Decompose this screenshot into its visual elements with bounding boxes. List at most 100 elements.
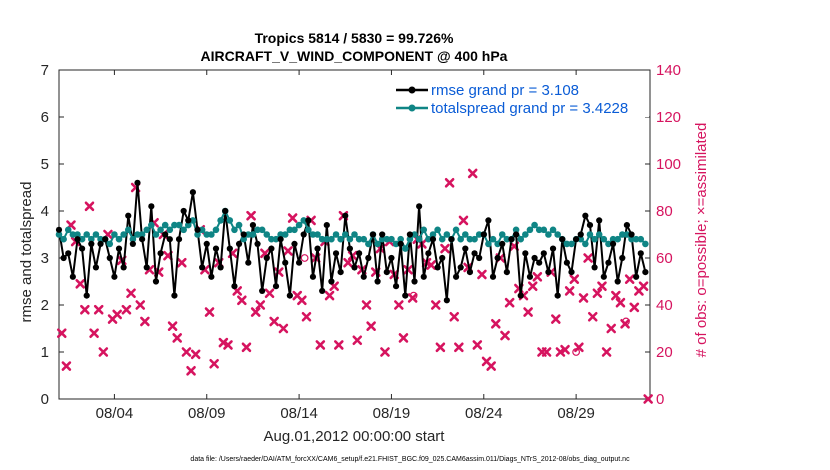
totalspread-point: [115, 235, 123, 243]
rmse-point: [60, 254, 67, 262]
totalspread-point: [138, 231, 146, 238]
obs-assimilated-marker: [218, 337, 229, 348]
rmse-point: [600, 273, 607, 280]
rmse-point: [642, 269, 649, 276]
totalspread-point: [124, 226, 132, 234]
obs-assimilated-marker: [324, 290, 335, 301]
totalspread-point: [328, 235, 335, 243]
totalspread-point: [545, 231, 552, 238]
obs-assimilated-marker: [361, 300, 372, 310]
obs-assimilated-marker: [209, 358, 219, 369]
obs-assimilated-marker: [500, 330, 510, 341]
totalspread-point: [203, 231, 211, 238]
rmse-point: [439, 254, 446, 262]
totalspread-point: [563, 240, 571, 248]
rmse-point: [162, 231, 169, 238]
obs-assimilated-marker: [246, 210, 256, 221]
obs-assimilated-marker: [172, 333, 182, 343]
rmse-point: [226, 245, 233, 252]
rmse-point: [457, 264, 464, 271]
obs-assimilated-marker: [472, 340, 483, 350]
rmse-point: [549, 245, 557, 252]
totalspread-point: [337, 235, 344, 243]
rmse-point: [383, 269, 390, 276]
rmse-point: [282, 259, 289, 266]
totalspread-point: [554, 231, 561, 238]
obs-assimilated-marker: [541, 347, 552, 357]
rmse-point: [222, 207, 229, 215]
totalspread-point: [415, 235, 423, 243]
totalspread-point: [540, 226, 548, 234]
totalspread-point: [420, 226, 428, 234]
totalspread-point: [88, 235, 95, 243]
y-tick-label-right: 60: [656, 250, 673, 267]
rmse-point: [434, 264, 441, 271]
obs-assimilated-marker: [467, 168, 478, 179]
rmse-point: [559, 236, 566, 243]
obs-assimilated-marker: [454, 342, 464, 353]
rmse-point: [300, 231, 307, 238]
y-tick-label-right: 20: [656, 344, 673, 361]
obs-possible-marker: [409, 291, 418, 300]
rmse-point: [522, 250, 529, 257]
rmse-point: [586, 222, 594, 229]
obs-assimilated-marker: [380, 347, 390, 357]
totalspread-point: [637, 235, 645, 243]
obs-assimilated-marker: [490, 319, 501, 329]
rmse-point: [65, 250, 72, 257]
rmse-point: [591, 264, 598, 271]
totalspread-point: [157, 226, 164, 234]
rmse-point: [609, 240, 617, 247]
rmse-point: [83, 292, 90, 299]
rmse-point: [526, 273, 534, 280]
totalspread-point: [595, 231, 603, 238]
rmse-point: [175, 236, 183, 243]
totalspread-point: [517, 235, 525, 243]
totalspread-point: [143, 226, 151, 234]
rmse-point: [323, 222, 330, 229]
obs-assimilated-marker: [126, 288, 136, 299]
y-tick-label-right: 0: [656, 391, 664, 408]
rmse-point: [633, 273, 640, 280]
rmse-point: [102, 236, 109, 243]
totalspread-point: [129, 235, 137, 243]
obs-assimilated-marker: [532, 272, 543, 282]
totalspread-point: [494, 240, 501, 248]
rmse-point: [231, 283, 238, 290]
totalspread-point: [374, 240, 381, 248]
totalspread-point: [332, 231, 340, 238]
obs-assimilated-marker: [435, 342, 446, 353]
rmse-point: [637, 250, 644, 257]
rmse-point: [568, 269, 575, 276]
totalspread-point: [582, 240, 589, 248]
rmse-point: [351, 264, 358, 271]
obs-assimilated-marker: [560, 344, 570, 355]
totalspread-point: [341, 231, 349, 238]
totalspread-point: [175, 221, 183, 229]
totalspread-point: [217, 217, 224, 224]
rmse-point: [268, 245, 275, 252]
rmse-point: [489, 273, 497, 280]
rmse-point: [379, 231, 386, 238]
legend-label-spread: totalspread grand pr = 3.4228: [431, 100, 628, 117]
obs-assimilated-marker: [430, 300, 441, 310]
obs-assimilated-marker: [334, 340, 344, 350]
totalspread-point: [152, 231, 160, 238]
rmse-point: [476, 254, 483, 262]
rmse-point: [328, 278, 335, 285]
y-tick-label-left: 5: [41, 156, 49, 173]
totalspread-point: [166, 226, 174, 234]
y-tick-label-left: 2: [41, 297, 49, 314]
totalspread-point: [466, 235, 474, 243]
obs-assimilated-marker: [574, 342, 584, 353]
totalspread-point: [148, 221, 155, 229]
rmse-point: [203, 240, 210, 247]
totalspread-point: [397, 235, 404, 243]
obs-assimilated-marker: [523, 307, 533, 317]
obs-assimilated-marker: [177, 257, 187, 268]
obs-assimilated-marker: [486, 361, 496, 371]
rmse-point: [97, 240, 104, 247]
rmse-point: [254, 240, 261, 247]
obs-assimilated-marker: [458, 215, 469, 226]
rmse-point: [212, 245, 220, 252]
